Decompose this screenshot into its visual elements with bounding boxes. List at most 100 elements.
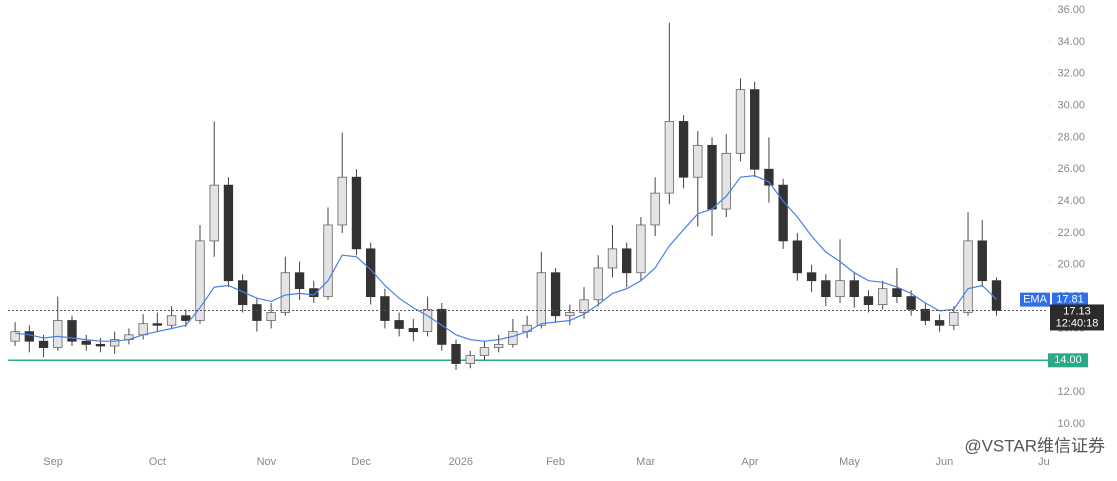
y-tick-label: 26.00 xyxy=(1057,163,1085,175)
candle-body xyxy=(536,272,547,326)
candle-body xyxy=(622,248,632,274)
candle-body xyxy=(252,304,262,321)
candle-body xyxy=(550,272,561,317)
candle-body xyxy=(806,272,817,282)
last-price: 17.13 xyxy=(1063,305,1091,317)
candle-body xyxy=(579,299,589,313)
candle-body xyxy=(166,315,177,326)
candle-body xyxy=(494,343,504,348)
ema-value: 17.81 xyxy=(1056,294,1084,306)
x-tick-label: Nov xyxy=(257,456,277,468)
ema-name: EMA xyxy=(1023,294,1048,306)
candle-body xyxy=(380,296,390,321)
x-tick-label: Apr xyxy=(741,456,758,468)
candle-body xyxy=(707,144,717,210)
x-tick-label: May xyxy=(839,456,860,468)
y-tick-label: 34.00 xyxy=(1057,36,1085,48)
candle-body xyxy=(863,296,874,305)
candle-body xyxy=(821,280,831,298)
candle-body xyxy=(238,280,248,305)
candle-body xyxy=(394,320,404,329)
candle-body xyxy=(337,176,347,226)
candle-body xyxy=(465,355,475,364)
candle-body xyxy=(280,272,291,313)
x-tick-label: Feb xyxy=(546,456,565,468)
candle-body xyxy=(479,347,490,356)
x-tick-label: Ju xyxy=(1038,456,1050,468)
candle-body xyxy=(138,323,148,336)
candle-body xyxy=(323,224,333,298)
ema-name-box xyxy=(1020,292,1050,307)
candle-body xyxy=(508,331,518,345)
candle-body xyxy=(878,288,888,305)
y-tick-label: 24.00 xyxy=(1057,195,1085,207)
x-tick-label: Jun xyxy=(935,456,953,468)
ema-value-box xyxy=(1052,292,1088,307)
candle-body xyxy=(309,288,319,298)
candle-body xyxy=(181,315,191,321)
price-box xyxy=(1050,304,1104,331)
candle-body xyxy=(522,324,532,333)
candle-body xyxy=(223,184,234,282)
candle-body xyxy=(195,240,205,321)
candle-body xyxy=(565,312,575,317)
candle-body xyxy=(678,121,689,178)
candle-body xyxy=(920,308,931,321)
watermark: @VSTAR维信证券 xyxy=(964,436,1105,455)
candle-body xyxy=(67,320,77,342)
candle-body xyxy=(650,192,660,226)
y-tick-label: 20.00 xyxy=(1057,259,1085,271)
y-tick-label: 22.00 xyxy=(1057,227,1085,239)
candle-body xyxy=(607,248,618,269)
candle-body xyxy=(963,240,973,313)
x-tick-label: Oct xyxy=(149,456,166,468)
candle-body xyxy=(991,280,1002,311)
candle-body xyxy=(81,340,91,345)
level-label: 14.00 xyxy=(1054,354,1082,366)
candle-body xyxy=(721,152,731,210)
candle-body xyxy=(934,320,945,326)
candle-body xyxy=(849,280,859,298)
x-tick-label: Sep xyxy=(43,456,63,468)
candle-body xyxy=(38,340,49,348)
level-box xyxy=(1048,353,1088,368)
candle-body xyxy=(422,308,433,333)
candle-body xyxy=(408,328,419,333)
candle-body xyxy=(110,339,120,347)
candle-body xyxy=(892,288,902,298)
y-tick-label: 12.00 xyxy=(1057,386,1085,398)
candle-body xyxy=(693,144,703,178)
candle-body xyxy=(636,224,646,274)
x-tick-label: 2026 xyxy=(449,456,473,468)
candle-body xyxy=(366,248,376,298)
candle-body xyxy=(750,89,760,170)
candle-body xyxy=(24,331,35,342)
y-tick-label: 30.00 xyxy=(1057,99,1085,111)
candle-body xyxy=(209,184,219,242)
candle-body xyxy=(906,296,916,310)
candle-body xyxy=(977,240,987,282)
candle-body xyxy=(294,272,305,290)
y-tick-label: 28.00 xyxy=(1057,131,1085,143)
y-tick-label: 32.00 xyxy=(1057,68,1085,80)
candle-body xyxy=(593,267,603,301)
candle-body xyxy=(792,240,803,274)
candle-body xyxy=(949,312,959,326)
candle-body xyxy=(351,176,362,250)
candle-body xyxy=(764,168,774,186)
candle-body xyxy=(10,331,20,342)
candle-body xyxy=(95,343,106,347)
countdown: 12:40:18 xyxy=(1056,317,1099,329)
candle-body xyxy=(437,308,447,345)
y-tick-label: 10.00 xyxy=(1057,418,1085,430)
candle-body xyxy=(664,121,675,194)
ema-line xyxy=(15,174,997,342)
candle-body xyxy=(451,343,461,364)
candle-body xyxy=(835,280,845,298)
x-tick-label: Mar xyxy=(636,456,655,468)
candle-body xyxy=(53,320,63,348)
